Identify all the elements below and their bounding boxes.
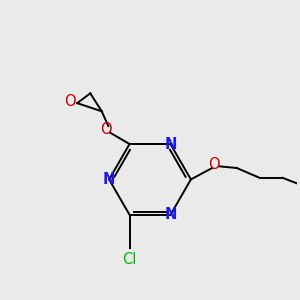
- Text: N: N: [103, 172, 115, 187]
- Text: O: O: [208, 157, 220, 172]
- Text: Cl: Cl: [122, 253, 137, 268]
- Text: N: N: [164, 136, 177, 152]
- Text: N: N: [164, 207, 177, 222]
- Text: O: O: [64, 94, 76, 109]
- Text: O: O: [100, 122, 112, 137]
